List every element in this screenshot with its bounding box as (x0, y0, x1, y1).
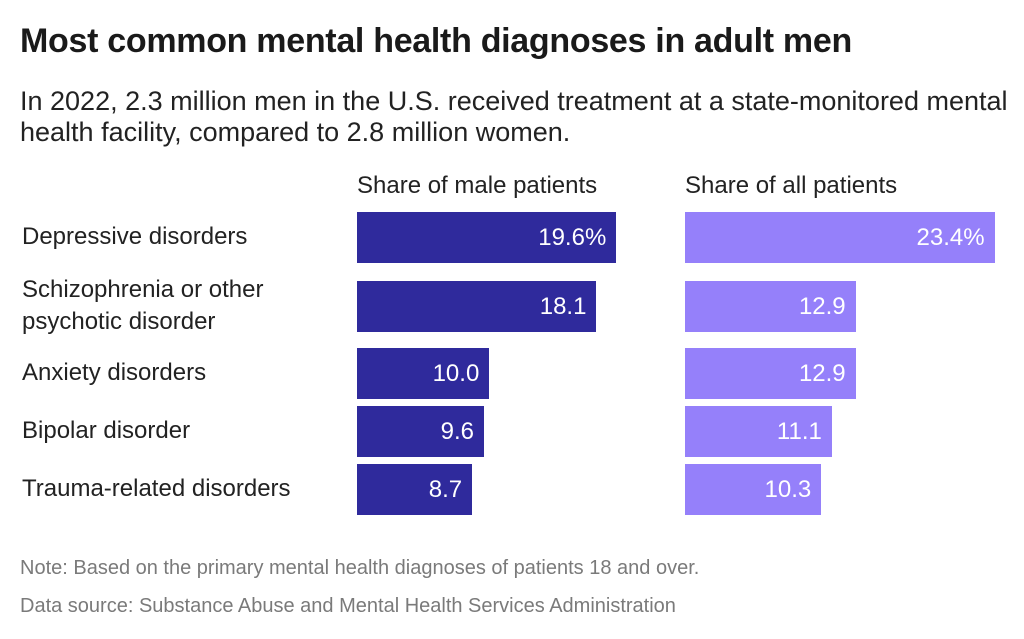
bar: 19.6% (357, 212, 617, 263)
bar: 12.9 (685, 281, 856, 332)
data-label: 8.7 (428, 475, 463, 503)
bar: 23.4% (685, 212, 995, 263)
category-label: Schizophrenia or other psychotic disorde… (22, 276, 264, 335)
data-label: 23.4% (916, 223, 985, 251)
chart-source: Data source: Substance Abuse and Mental … (20, 595, 676, 617)
chart-title: Most common mental health diagnoses in a… (20, 22, 852, 60)
data-label: 19.6% (538, 223, 607, 251)
category-label: Trauma-related disorders (22, 475, 291, 502)
category-label: Bipolar disorder (22, 417, 191, 444)
chart-subtitle: In 2022, 2.3 million men in the U.S. rec… (20, 86, 1008, 147)
data-label: 11.1 (776, 417, 822, 445)
bar: 18.1 (357, 281, 597, 332)
data-label: 9.6 (440, 417, 474, 445)
bar: 11.1 (685, 406, 832, 457)
bar: 8.7 (357, 464, 473, 515)
chart-note: Note: Based on the primary mental health… (20, 557, 700, 579)
data-label: 12.9 (798, 292, 846, 320)
bar: 10.3 (685, 464, 822, 515)
bar: 9.6 (357, 406, 484, 457)
data-label: 10.0 (432, 359, 480, 387)
series-header: Share of male patients (357, 172, 598, 199)
bar: 10.0 (357, 348, 490, 399)
category-label: Anxiety disorders (22, 359, 207, 386)
data-label: 10.3 (764, 475, 812, 503)
data-label: 18.1 (539, 292, 587, 320)
bar: 12.9 (685, 348, 856, 399)
series-header: Share of all patients (685, 172, 898, 199)
category-label: Depressive disorders (22, 223, 248, 250)
data-label: 12.9 (798, 359, 846, 387)
